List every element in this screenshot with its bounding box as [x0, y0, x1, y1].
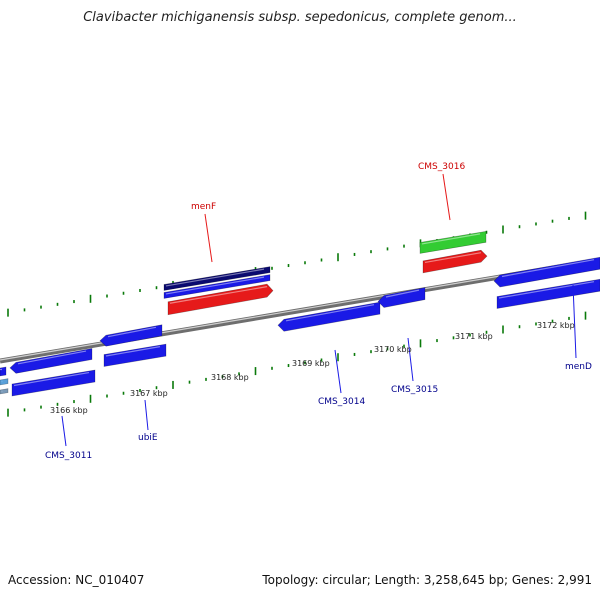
gene-features — [0, 230, 600, 397]
gene-cms3014-shine — [285, 304, 375, 322]
gene-mend-lower — [496, 278, 600, 309]
gene-cms3011-lower-shine — [13, 371, 90, 387]
leader-cms_3015 — [407, 337, 414, 382]
inner-tick-row — [7, 311, 587, 417]
gene-ubie-lower — [103, 343, 167, 367]
leader-cms_3011 — [61, 415, 67, 447]
kbp-label: 3169 kbp — [292, 359, 330, 368]
genome-summary: Topology: circular; Length: 3,258,645 bp… — [262, 573, 592, 587]
gene-label-cms_3015: CMS_3015 — [391, 385, 438, 395]
leader-menf — [204, 213, 213, 263]
leader-ubie — [144, 399, 149, 431]
gene-label-mend: menD — [565, 362, 592, 372]
gene-cms3016-red — [422, 249, 488, 274]
gene-menf-blue — [163, 274, 271, 299]
kbp-label: 3172 kbp — [537, 321, 575, 330]
gene-menf-red — [167, 283, 274, 316]
accession-value: NC_010407 — [75, 573, 145, 587]
gene-menf-dark-shine — [165, 268, 265, 287]
edge-fragment-2 — [0, 388, 9, 395]
kbp-label: 3166 kbp — [50, 406, 88, 415]
gene-cms3015 — [377, 287, 426, 308]
gene-label-menf: menF — [191, 202, 216, 212]
tick-rows — [7, 211, 587, 417]
gene-labels: CMS_3011 ubiE menF CMS_3014 CMS_3015 CMS_3016… — [45, 162, 592, 461]
accession-info: Accession: NC_010407 — [8, 573, 144, 587]
accession-label: Accession: — [8, 573, 72, 587]
gene-label-ubie: ubiE — [138, 433, 158, 443]
kbp-scale: 3166 kbp 3167 kbp 3168 kbp 3169 kbp 3170 kbp… — [50, 321, 575, 415]
gene-cms3011-lower — [11, 369, 96, 397]
gene-label-cms_3016: CMS_3016 — [418, 162, 465, 172]
gene-cms3016-green-shine — [421, 233, 481, 245]
map-title: Clavibacter michiganensis subsp. sepedon… — [83, 10, 517, 25]
gene-label-cms_3014: CMS_3014 — [318, 397, 365, 407]
gene-mend-lower-shine — [498, 281, 595, 299]
kbp-label: 3170 kbp — [374, 345, 412, 354]
leader-cms_3016 — [442, 173, 451, 221]
kbp-label: 3167 kbp — [130, 389, 168, 398]
leader-cms_3014 — [334, 349, 342, 394]
gene-ubie-upper-shine — [107, 326, 157, 338]
leader-mend — [572, 284, 577, 359]
gene-menf-blue-shine — [165, 276, 265, 295]
gene-cms3014 — [277, 301, 381, 332]
gene-mend-upper-shine — [501, 259, 595, 278]
edge-fragment-3 — [0, 366, 7, 377]
gene-mend-upper — [493, 256, 600, 288]
gene-ubie-lower-shine — [105, 346, 161, 357]
gene-cms3016-red-shine — [424, 252, 482, 264]
gene-cms3015-shine — [385, 289, 420, 298]
gene-menf-red-shine — [169, 286, 268, 304]
gene-ubie-upper — [99, 324, 163, 347]
gene-cms3011-upper-shine — [17, 350, 87, 365]
kbp-label: 3168 kbp — [211, 373, 249, 382]
label-leaders — [61, 173, 577, 447]
gene-label-cms_3011: CMS_3011 — [45, 451, 92, 461]
gene-cms3016-green — [419, 230, 487, 254]
edge-fragment-1 — [0, 378, 9, 386]
kbp-label: 3171 kbp — [455, 332, 493, 341]
gene-menf-dark — [163, 266, 271, 291]
gene-cms3011-upper — [9, 348, 93, 374]
